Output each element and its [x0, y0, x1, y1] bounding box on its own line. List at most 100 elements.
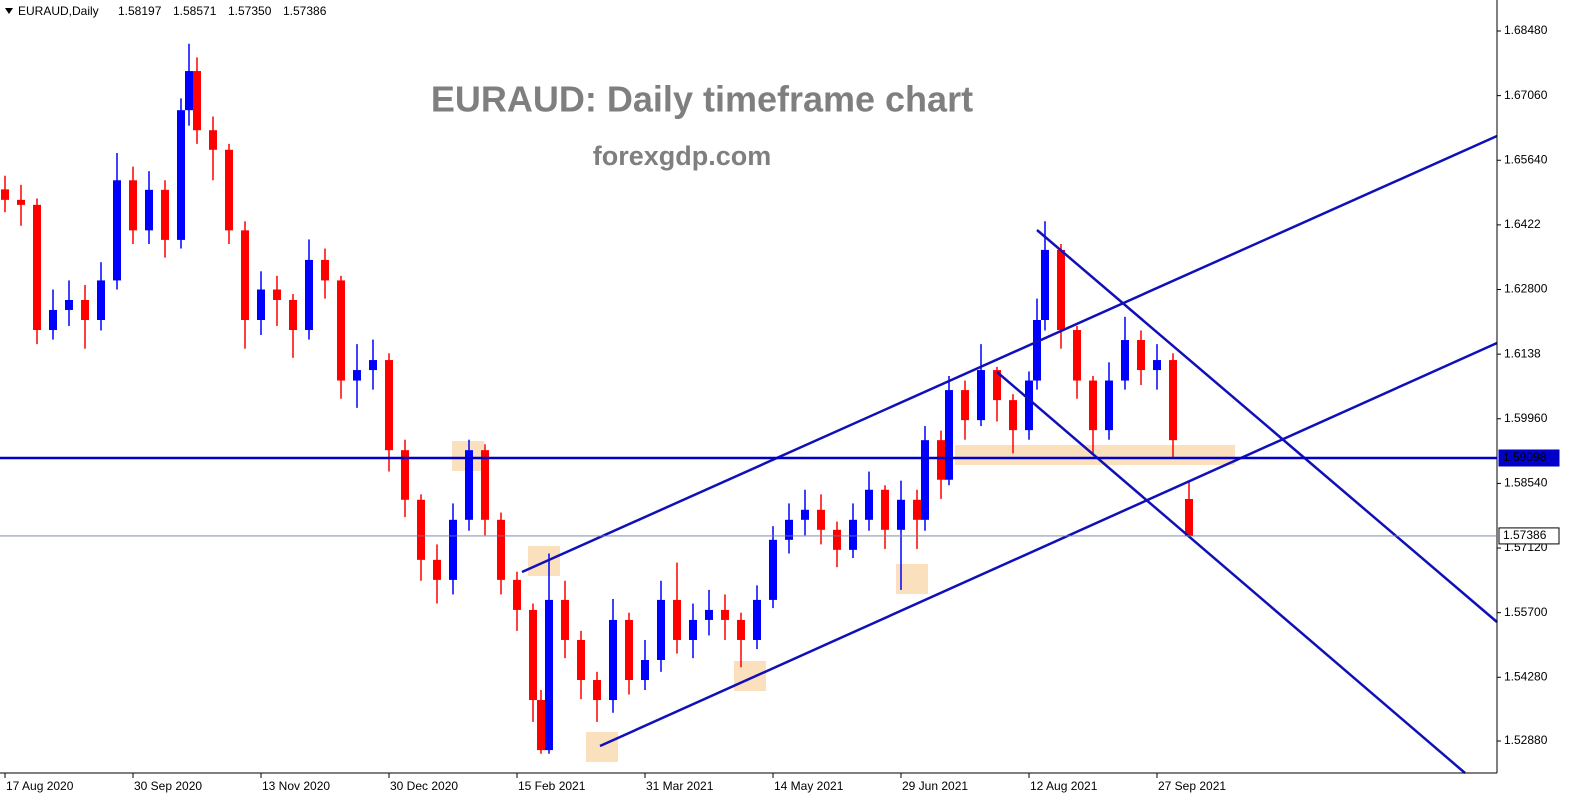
candle-body	[545, 599, 553, 751]
price-label: 1.59098	[1503, 450, 1547, 464]
candle-body	[937, 440, 945, 480]
menu-arrow[interactable]	[5, 8, 13, 14]
candle-body	[97, 280, 105, 321]
header-open: 1.58197	[118, 4, 162, 18]
candle-body	[417, 499, 425, 560]
trend-line	[521, 134, 1498, 574]
candle-body	[897, 499, 905, 530]
x-tick-label: 17 Aug 2020	[6, 779, 74, 793]
candle-body	[337, 280, 345, 381]
candle-body	[241, 230, 249, 321]
x-tick-label: 15 Feb 2021	[518, 779, 586, 793]
x-tick-label: 30 Sep 2020	[134, 779, 202, 793]
price-label-box	[1498, 449, 1560, 467]
header-low: 1.57350	[228, 4, 272, 18]
candle-body	[641, 659, 649, 681]
candle-body	[161, 189, 169, 240]
trend-line	[1036, 229, 1498, 623]
highlight-zone	[586, 732, 618, 762]
candle-body	[465, 450, 473, 520]
y-tick-label: 1.67060	[1504, 88, 1548, 102]
trend-line	[996, 371, 1466, 774]
y-tick-label: 1.55700	[1504, 605, 1548, 619]
price-label: 1.57386	[1503, 528, 1547, 542]
candle-body	[433, 559, 441, 580]
candle-body	[577, 639, 585, 681]
candle-body	[1121, 340, 1129, 381]
candle-body	[1033, 320, 1041, 381]
candle-body	[1169, 360, 1177, 441]
candle-body	[537, 700, 545, 751]
y-tick-label: 1.54280	[1504, 669, 1548, 683]
candle-body	[81, 299, 89, 321]
candle-body	[913, 499, 921, 520]
candle-body	[1153, 360, 1161, 371]
candle-body	[689, 619, 697, 640]
candle-body	[257, 289, 265, 321]
candle-body	[497, 519, 505, 580]
y-tick-label: 1.6138	[1504, 346, 1541, 360]
candle-body	[801, 509, 809, 520]
x-tick-label: 29 Jun 2021	[902, 779, 968, 793]
candle-body	[625, 619, 633, 681]
candle-body	[481, 450, 489, 520]
y-tick-label: 1.58540	[1504, 476, 1548, 490]
candle-body	[865, 489, 873, 520]
candle-body	[737, 619, 745, 640]
candle-body	[561, 599, 569, 640]
y-tick-label: 1.65640	[1504, 152, 1548, 166]
candle-body	[193, 71, 201, 131]
trend-line	[599, 341, 1498, 748]
candle-body	[33, 204, 41, 331]
candle-body	[961, 390, 969, 421]
candle-body	[113, 180, 121, 281]
candle-body	[289, 299, 297, 331]
candle-body	[1185, 499, 1193, 536]
price-label-box	[1498, 527, 1560, 545]
candle-body	[529, 609, 537, 701]
y-tick-label: 1.52880	[1504, 733, 1548, 747]
candle-body	[1089, 380, 1097, 431]
candle-body	[17, 199, 25, 205]
candle-body	[785, 519, 793, 540]
candle-body	[449, 519, 457, 580]
candle-body	[817, 509, 825, 530]
symbol-label: EURAUD,Daily	[18, 4, 99, 18]
candle-body	[993, 370, 1001, 401]
candle-body	[513, 579, 521, 610]
candle-body	[833, 529, 841, 550]
highlight-zone	[734, 661, 766, 691]
candle-body	[945, 390, 953, 480]
candle-body	[401, 450, 409, 500]
candle-body	[49, 309, 57, 331]
candle-body	[1105, 380, 1113, 431]
candle-body	[705, 609, 713, 620]
header-high: 1.58571	[173, 4, 217, 18]
candle-body	[1041, 249, 1049, 321]
x-tick-label: 14 May 2021	[774, 779, 844, 793]
candle-body	[753, 599, 761, 640]
x-tick-label: 31 Mar 2021	[646, 779, 714, 793]
candle-body	[369, 360, 377, 371]
candle-body	[1009, 400, 1017, 431]
candle-body	[305, 259, 313, 331]
candle-body	[609, 619, 617, 701]
chart-title: EURAUD: Daily timeframe chart	[431, 79, 973, 120]
x-tick-label: 13 Nov 2020	[262, 779, 330, 793]
candle-body	[185, 71, 193, 111]
y-tick-label: 1.68480	[1504, 23, 1548, 37]
y-tick-label: 1.6422	[1504, 217, 1541, 231]
candle-body	[145, 189, 153, 231]
x-tick-label: 27 Sep 2021	[1158, 779, 1226, 793]
chart-subtitle: forexgdp.com	[593, 141, 772, 171]
x-tick-label: 12 Aug 2021	[1030, 779, 1098, 793]
candle-body	[849, 519, 857, 550]
y-tick-label: 1.62800	[1504, 282, 1548, 296]
candle-body	[721, 609, 729, 620]
y-tick-label: 1.59960	[1504, 411, 1548, 425]
candle-body	[353, 370, 361, 381]
candle-body	[673, 599, 681, 640]
candle-body	[209, 130, 217, 150]
